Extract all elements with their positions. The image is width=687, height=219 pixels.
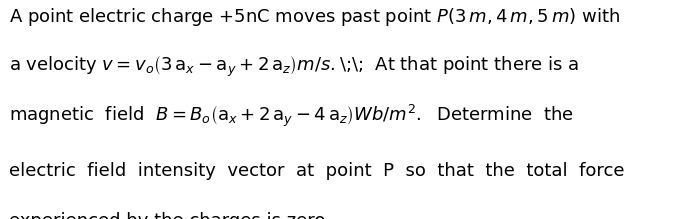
Text: magnetic  field  $B = B_o\left({\rm a}_x + 2\,{\rm a}_y - 4\,{\rm a}_z\right)Wb/: magnetic field $B = B_o\left({\rm a}_x +… bbox=[9, 103, 574, 129]
Text: a velocity $v = v_o\left(3\,{\rm a}_x - {\rm a}_y + 2\,{\rm a}_z\right)m/s.$\;\;: a velocity $v = v_o\left(3\,{\rm a}_x - … bbox=[9, 55, 579, 79]
Text: electric  field  intensity  vector  at  point  P  so  that  the  total  force: electric field intensity vector at point… bbox=[9, 162, 624, 180]
Text: experienced by the charges is zero.: experienced by the charges is zero. bbox=[9, 212, 330, 219]
Text: A point electric charge +5nC moves past point $P(3\,m, 4\,m, 5\,m)$ with: A point electric charge +5nC moves past … bbox=[9, 7, 620, 28]
